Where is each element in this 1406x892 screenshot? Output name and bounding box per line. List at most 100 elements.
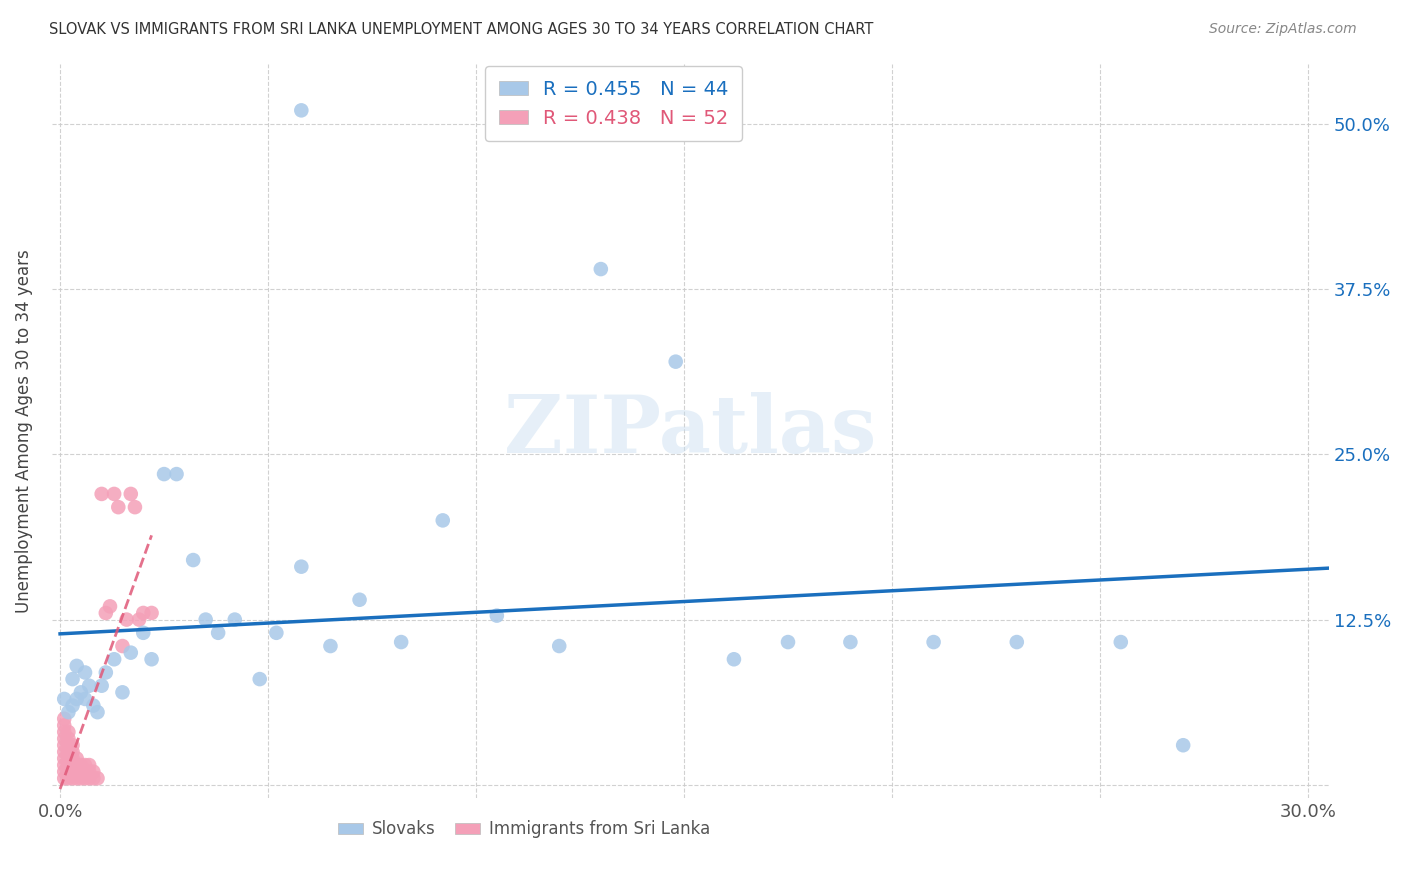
Point <box>62 758 84 772</box>
Point <box>62 751 84 765</box>
Point <box>62 772 84 786</box>
Point <box>70 685 93 699</box>
Point <box>290 103 312 118</box>
Point <box>77 758 100 772</box>
Point <box>432 513 454 527</box>
Point <box>94 606 117 620</box>
Point <box>266 625 288 640</box>
Point <box>66 758 89 772</box>
Point <box>141 652 163 666</box>
Point <box>120 487 142 501</box>
Point <box>73 692 96 706</box>
Point <box>58 764 80 779</box>
Point <box>58 738 80 752</box>
Point <box>73 665 96 680</box>
Point <box>90 487 112 501</box>
Point <box>58 731 80 746</box>
Point <box>77 772 100 786</box>
Point <box>66 751 89 765</box>
Point <box>181 553 204 567</box>
Point <box>62 672 84 686</box>
Point <box>82 698 104 713</box>
Text: ZIPatlas: ZIPatlas <box>505 392 876 470</box>
Point <box>290 559 312 574</box>
Point <box>319 639 342 653</box>
Point <box>53 718 76 732</box>
Point <box>153 467 176 481</box>
Point <box>58 745 80 759</box>
Point <box>82 764 104 779</box>
Point <box>194 613 217 627</box>
Point <box>589 262 612 277</box>
Point <box>66 658 89 673</box>
Point <box>66 764 89 779</box>
Point <box>58 758 80 772</box>
Point <box>132 606 155 620</box>
Point <box>73 772 96 786</box>
Point <box>53 725 76 739</box>
Point <box>141 606 163 620</box>
Point <box>1173 738 1195 752</box>
Point <box>53 764 76 779</box>
Point <box>103 487 125 501</box>
Point <box>53 738 76 752</box>
Point <box>53 745 76 759</box>
Point <box>166 467 188 481</box>
Point <box>66 772 89 786</box>
Point <box>776 635 799 649</box>
Point <box>53 731 76 746</box>
Point <box>1109 635 1132 649</box>
Point <box>111 639 134 653</box>
Point <box>249 672 271 686</box>
Point <box>124 500 146 515</box>
Point <box>128 613 150 627</box>
Point <box>53 772 76 786</box>
Point <box>58 725 80 739</box>
Point <box>53 692 76 706</box>
Point <box>58 751 80 765</box>
Text: SLOVAK VS IMMIGRANTS FROM SRI LANKA UNEMPLOYMENT AMONG AGES 30 TO 34 YEARS CORRE: SLOVAK VS IMMIGRANTS FROM SRI LANKA UNEM… <box>49 22 873 37</box>
Point <box>839 635 862 649</box>
Point <box>548 639 571 653</box>
Point <box>62 738 84 752</box>
Point <box>224 613 246 627</box>
Legend: Slovaks, Immigrants from Sri Lanka: Slovaks, Immigrants from Sri Lanka <box>332 814 717 845</box>
Point <box>120 646 142 660</box>
Point <box>73 758 96 772</box>
Point <box>62 698 84 713</box>
Point <box>107 500 129 515</box>
Point <box>1005 635 1028 649</box>
Y-axis label: Unemployment Among Ages 30 to 34 years: Unemployment Among Ages 30 to 34 years <box>15 249 32 613</box>
Point <box>58 705 80 719</box>
Point <box>82 772 104 786</box>
Point <box>66 692 89 706</box>
Point <box>103 652 125 666</box>
Point <box>70 772 93 786</box>
Point <box>77 679 100 693</box>
Point <box>485 608 508 623</box>
Point <box>58 772 80 786</box>
Point <box>922 635 945 649</box>
Point <box>90 679 112 693</box>
Point <box>723 652 745 666</box>
Point <box>62 764 84 779</box>
Point <box>70 764 93 779</box>
Point <box>94 665 117 680</box>
Text: Source: ZipAtlas.com: Source: ZipAtlas.com <box>1209 22 1357 37</box>
Point <box>53 751 76 765</box>
Point <box>98 599 121 614</box>
Point <box>132 625 155 640</box>
Point <box>73 764 96 779</box>
Point <box>665 354 688 368</box>
Point <box>77 764 100 779</box>
Point <box>86 705 108 719</box>
Point <box>349 592 371 607</box>
Point <box>115 613 138 627</box>
Point <box>62 745 84 759</box>
Point <box>207 625 229 640</box>
Point <box>70 758 93 772</box>
Point <box>111 685 134 699</box>
Point <box>53 712 76 726</box>
Point <box>53 758 76 772</box>
Point <box>86 772 108 786</box>
